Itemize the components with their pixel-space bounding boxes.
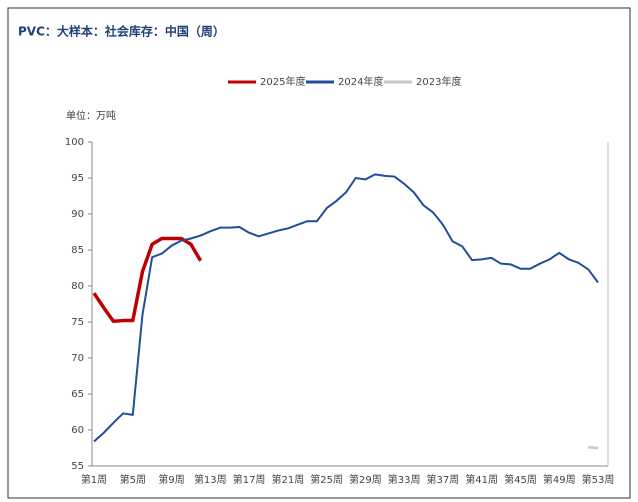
series-line: [588, 446, 599, 450]
x-tick-label: 第17周: [233, 473, 266, 486]
chart-title: PVC：大样本：社会库存：中国（周）: [18, 24, 225, 39]
frame: [7, 7, 631, 499]
x-tick-label: 第41周: [465, 473, 498, 486]
legend-label: 2025年度: [260, 75, 305, 88]
x-tick-label: 第21周: [271, 473, 304, 486]
y-tick-label: 75: [71, 317, 84, 328]
y-tick-label: 60: [71, 425, 84, 436]
y-tick-label: 90: [71, 209, 84, 220]
y-tick-label: 100: [65, 137, 84, 148]
x-tick-label: 第53周: [582, 473, 615, 486]
y-tick-label: 70: [71, 353, 84, 364]
x-tick-label: 第49周: [543, 473, 576, 486]
unit-label: 单位：万吨: [66, 109, 116, 122]
x-tick-label: 第5周: [120, 473, 146, 486]
legend-label: 2024年度: [338, 75, 383, 88]
x-tick-label: 第37周: [427, 473, 460, 486]
y-tick-label: 95: [71, 173, 84, 184]
x-tick-label: 第13周: [194, 473, 227, 486]
x-tick-label: 第33周: [388, 473, 421, 486]
legend-label: 2023年度: [416, 75, 461, 88]
y-tick-label: 65: [71, 389, 84, 400]
x-tick-label: 第45周: [504, 473, 537, 486]
series-line: [93, 173, 599, 443]
x-tick-label: 第29周: [349, 473, 382, 486]
y-tick-label: 85: [71, 245, 84, 256]
x-tick-label: 第9周: [158, 473, 184, 486]
series-line: [92, 236, 203, 324]
x-tick-label: 第1周: [81, 473, 107, 486]
x-tick-label: 第25周: [310, 473, 343, 486]
y-tick-label: 80: [71, 281, 84, 292]
y-tick-label: 55: [71, 461, 84, 472]
